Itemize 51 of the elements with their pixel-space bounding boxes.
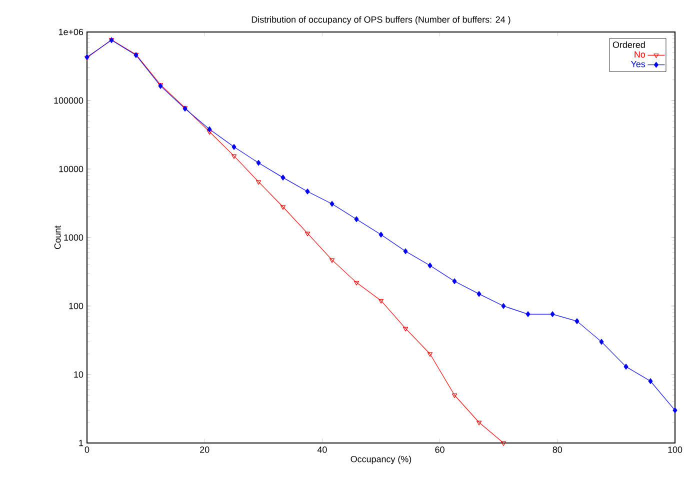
point <box>428 262 432 268</box>
y-tick-label: 1000 <box>64 234 84 241</box>
point <box>232 144 236 150</box>
point <box>550 311 555 318</box>
legend-label: No <box>634 51 646 58</box>
x-tick-label: 20 <box>200 446 210 453</box>
point <box>427 352 433 357</box>
point <box>526 311 530 318</box>
point <box>206 130 212 135</box>
point <box>452 278 457 284</box>
chart-title: Distribution of occupancy of OPS buffers (Number of buffers: 24 ) <box>252 16 510 24</box>
y-axis-title: Count <box>54 226 61 250</box>
point <box>648 378 653 384</box>
point <box>624 364 628 370</box>
point <box>403 248 408 254</box>
point <box>501 303 506 309</box>
legend-title: Ordered <box>612 41 645 48</box>
point <box>207 126 212 132</box>
point <box>305 188 310 194</box>
point <box>354 216 359 222</box>
point <box>574 318 580 324</box>
point <box>672 407 678 414</box>
y-tick-label: 100 <box>69 302 84 310</box>
point <box>378 232 384 238</box>
y-tick-label: 100000 <box>54 97 84 104</box>
point <box>256 160 261 166</box>
point <box>280 205 286 210</box>
x-axis-title: Occupancy (%) <box>350 456 412 464</box>
point <box>378 298 384 304</box>
point <box>329 258 335 263</box>
legend-label: Yes <box>630 60 646 68</box>
x-tick-label: 100 <box>668 446 682 453</box>
x-tick-label: 0 <box>84 446 90 453</box>
point <box>231 154 237 159</box>
x-tick-label: 80 <box>552 446 562 453</box>
y-tick-label: 1e+06 <box>58 28 84 36</box>
point <box>354 280 360 286</box>
point <box>476 291 482 297</box>
point <box>476 420 482 426</box>
y-tick-label: 1 <box>79 440 84 446</box>
point <box>599 338 604 345</box>
point <box>452 394 458 398</box>
y-tick-label: 10000 <box>59 166 84 172</box>
point <box>402 326 408 332</box>
point <box>256 180 262 185</box>
y-tick-label: 10 <box>74 371 84 378</box>
point <box>304 232 310 236</box>
point <box>280 174 286 180</box>
point <box>330 200 334 207</box>
x-tick-label: 60 <box>435 446 444 453</box>
x-tick-label: 40 <box>317 446 327 453</box>
